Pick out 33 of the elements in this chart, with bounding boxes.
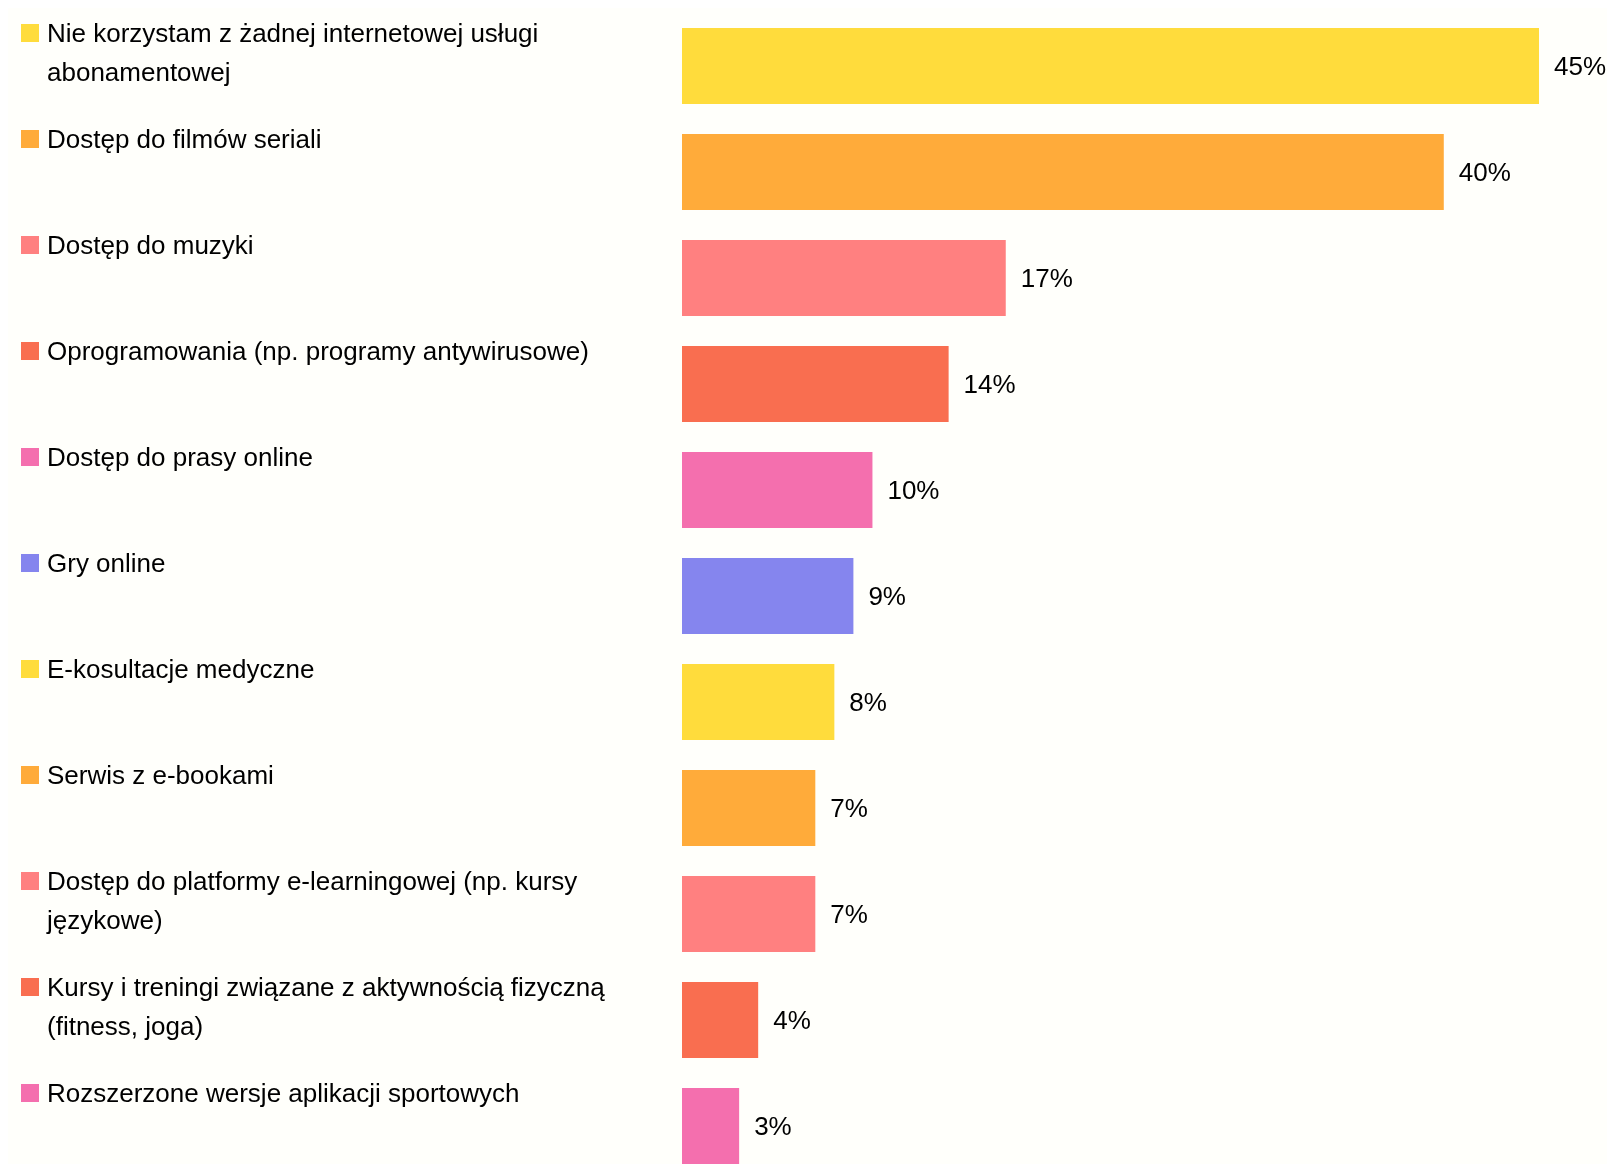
bar — [682, 452, 873, 528]
bar — [682, 982, 759, 1058]
bar — [682, 28, 1539, 104]
data-label: 7% — [830, 899, 868, 929]
data-label: 17% — [1020, 263, 1073, 293]
bar — [682, 876, 816, 952]
y-tick-label: Serwis z e-bookami — [47, 760, 274, 790]
y-tick-label: Nie korzystam z żadnej internetowej usługi abonamentowej — [47, 18, 539, 87]
data-label: 8% — [849, 687, 887, 717]
bar — [682, 1088, 740, 1164]
data-label: 3% — [754, 1111, 792, 1141]
y-tick-label: Rozszerzone wersje aplikacji sportowych — [47, 1078, 520, 1108]
bar — [682, 134, 1444, 210]
data-label: 45% — [1554, 51, 1607, 81]
data-label: 10% — [887, 475, 940, 505]
y-tick-label: Oprogramowania (np. programy antywirusowe) — [47, 336, 589, 366]
y-tick-label: Dostęp do platformy e-learningowej (np. kursy językowe) — [46, 866, 578, 935]
data-label: 14% — [963, 369, 1016, 399]
bar — [682, 664, 835, 740]
y-tick-label: Kursy i treningi związane z aktywnością fizyczną (fitness, joga) — [47, 972, 606, 1041]
bar — [682, 770, 816, 846]
y-tick-label: Dostęp do filmów seriali — [47, 124, 322, 154]
bar — [682, 558, 854, 634]
y-tick-label: E-kosultacje medyczne — [47, 654, 315, 684]
y-tick-label: Dostęp do prasy online — [47, 442, 313, 472]
bar — [682, 240, 1006, 316]
data-label: 9% — [868, 581, 906, 611]
bar — [682, 346, 949, 422]
y-tick-label: Gry online — [47, 548, 166, 578]
data-label: 4% — [773, 1005, 811, 1035]
y-tick-label: Dostęp do muzyki — [47, 230, 254, 260]
data-label: 40% — [1458, 157, 1511, 187]
data-label: 7% — [830, 793, 868, 823]
